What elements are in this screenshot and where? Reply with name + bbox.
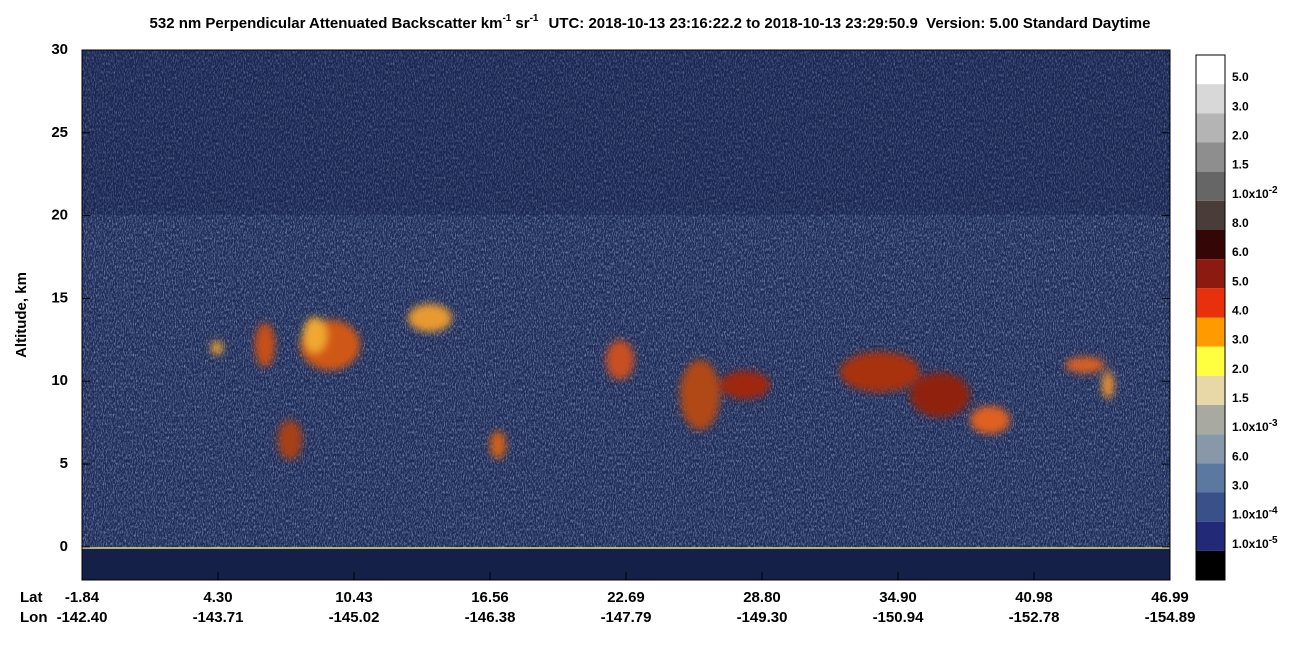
x-tick-label: -143.71 [193,609,244,626]
title-sup: -1 [502,13,511,24]
colorbar-bin [1196,84,1225,114]
x-row-name: Lat [20,589,43,606]
x-tick-label: -150.94 [873,609,925,626]
x-tick-label: -152.78 [1009,609,1060,626]
colorbar-bin [1196,113,1225,143]
x-tick-label: 40.98 [1015,589,1053,606]
colorbar-bin [1196,405,1225,435]
colorbar-label: 1.5 [1232,391,1249,405]
x-tick-label: 28.80 [743,589,781,606]
colorbar-label-text: 4.0 [1232,304,1249,318]
x-tick-label: -149.30 [737,609,788,626]
colorbar-label: 1.0x10-3 [1232,418,1278,435]
chart-title: 532 nm Perpendicular Attenuated Backscat… [150,13,1151,32]
x-tick-label: 16.56 [471,589,509,606]
colorbar-bin [1196,230,1225,260]
colorbar-bin [1196,492,1225,522]
colorbar-label: 1.0x10-5 [1232,534,1278,551]
colorbar-label: 3.0 [1232,333,1249,347]
title-unit: sr [515,15,529,32]
colorbar-bin [1196,55,1225,85]
x-tick-label: -145.02 [329,609,380,626]
colorbar-label: 5.0 [1232,70,1249,84]
x-tick-label: 34.90 [879,589,917,606]
colorbar-bin [1196,259,1225,289]
title-sup: -1 [530,13,539,24]
colorbar-label: 3.0 [1232,479,1249,493]
colorbar-bin [1196,346,1225,376]
y-axis-label: Altitude, km [13,272,30,358]
colorbar-label-text: 5.0 [1232,275,1249,289]
y-tick-label: 15 [51,289,68,306]
colorbar-bin [1196,463,1225,493]
colorbar-label-text: 5.0 [1232,70,1249,84]
colorbar-label: 1.0x10-2 [1232,184,1278,201]
colorbar-label-text: 3.0 [1232,479,1249,493]
colorbar-bin [1196,288,1225,318]
x-tick-label: 46.99 [1151,589,1189,606]
colorbar-bin [1196,200,1225,230]
x-tick-label: -142.40 [57,609,108,626]
y-tick-label: 5 [60,455,68,472]
colorbar-label-exp: -3 [1269,418,1278,429]
colorbar-bin [1196,434,1225,464]
colorbar-bin [1196,521,1225,551]
colorbar-bin [1196,142,1225,172]
x-row-name: Lon [20,609,48,626]
colorbar-label: 5.0 [1232,275,1249,289]
x-tick-label: -146.38 [465,609,516,626]
x-tick-label: 22.69 [607,589,645,606]
colorbar-label-text: 3.0 [1232,333,1249,347]
colorbar-label: 3.0 [1232,100,1249,114]
colorbar-frame [1195,54,1226,581]
colorbar-label: 1.0x10-4 [1232,505,1278,522]
colorbar-label-text: 1.0x10 [1232,537,1269,551]
y-tick-label: 0 [60,538,68,555]
colorbar-label: 6.0 [1232,245,1249,259]
colorbar-bin [1196,550,1225,580]
x-tick-label: 10.43 [335,589,373,606]
colorbar-label-text: 6.0 [1232,245,1249,259]
colorbar-label: 2.0 [1232,129,1249,143]
title-rest: UTC: 2018-10-13 23:16:22.2 to 2018-10-13… [548,15,1150,32]
colorbar-label-text: 8.0 [1232,216,1249,230]
colorbar-bin [1196,317,1225,347]
colorbar-label-exp: -5 [1269,534,1278,545]
colorbar-label: 4.0 [1232,304,1249,318]
colorbar-label-text: 1.5 [1232,391,1249,405]
title-main: 532 nm Perpendicular Attenuated Backscat… [150,15,503,32]
colorbar-label: 1.5 [1232,158,1249,172]
colorbar-label: 6.0 [1232,450,1249,464]
y-tick-label: 30 [51,41,68,58]
colorbar-bin [1196,171,1225,201]
colorbar-label-text: 2.0 [1232,129,1249,143]
colorbar-label-text: 1.5 [1232,158,1249,172]
y-tick-label: 25 [51,124,68,141]
y-tick-label: 10 [51,372,68,389]
x-tick-label: -1.84 [65,589,100,606]
y-tick-label: 20 [51,207,68,224]
colorbar-label-text: 1.0x10 [1232,187,1269,201]
colorbar-label-text: 1.0x10 [1232,420,1269,434]
x-tick-label: 4.30 [203,589,232,606]
x-tick-label: -147.79 [601,609,652,626]
colorbar-label-exp: -4 [1269,505,1278,516]
colorbar-label-text: 3.0 [1232,100,1249,114]
colorbar-label-text: 2.0 [1232,362,1249,376]
colorbar-bin [1196,375,1225,405]
colorbar-label: 8.0 [1232,216,1249,230]
x-tick-label: -154.89 [1145,609,1196,626]
colorbar-label-exp: -2 [1269,184,1278,195]
colorbar-label: 2.0 [1232,362,1249,376]
backscatter-image [82,50,1170,580]
colorbar-label-text: 1.0x10 [1232,508,1269,522]
colorbar-label-text: 6.0 [1232,450,1249,464]
